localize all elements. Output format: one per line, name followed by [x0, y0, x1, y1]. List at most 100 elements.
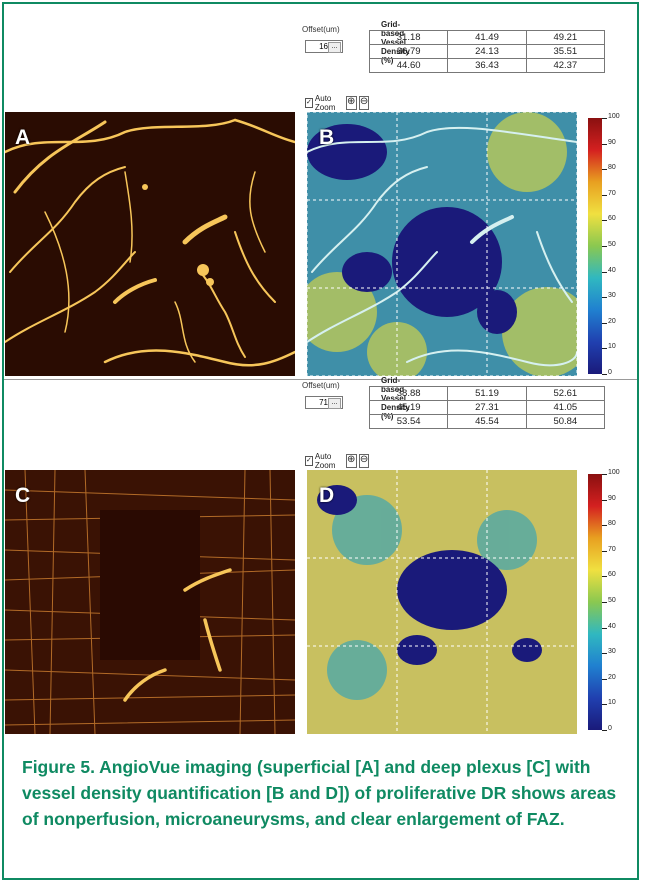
colorbar-tick-mark [602, 525, 607, 527]
density-heatmap [307, 470, 577, 734]
zoom-in-icon[interactable]: ⊕ [345, 454, 357, 468]
colorbar-tick-mark [602, 474, 607, 475]
density-heatmap [307, 112, 577, 376]
zoom-out-icon[interactable]: ⊖ [358, 96, 370, 110]
colorbar-tick-label: 20 [608, 673, 616, 681]
angio-image-superficial: A [5, 112, 295, 376]
density-cell: 45.54 [447, 414, 527, 429]
colorbar-tick-label: 30 [608, 292, 616, 300]
offset-browse-button[interactable]: ... [328, 398, 341, 409]
colorbar-tick-mark [602, 322, 607, 324]
colorbar-tick-mark [602, 730, 607, 731]
colorbar-tick-label: 50 [608, 597, 616, 604]
colorbar-tick-mark [602, 550, 607, 552]
colorbar-tick-label: 100 [608, 113, 620, 120]
colorbar-tick-mark [602, 602, 607, 603]
zoom-out-icon[interactable]: ⊖ [358, 454, 370, 468]
colorbar-tick-label: 40 [608, 622, 616, 630]
density-cell: 52.61 [525, 386, 606, 401]
autozoom-label: Auto Zoom [314, 94, 336, 112]
density-row: 38.88 51.19 52.61 [368, 386, 606, 401]
density-table: 31.18 41.49 49.21 36.79 24.13 35.51 44.60 36.43… [368, 30, 606, 73]
colorbar-tick-mark [602, 653, 607, 655]
colorbar-tick-mark [602, 143, 607, 145]
density-cell: 53.54 [368, 414, 449, 429]
colorbar-tick-mark [602, 348, 607, 350]
colorbar-tick-mark [602, 271, 607, 273]
density-cell: 24.13 [447, 44, 527, 59]
panel-letter-b: B [319, 126, 335, 149]
offset-label: Offset(um) [302, 25, 340, 34]
colorbar-tick-label: 10 [608, 699, 616, 707]
density-map-deep: D [307, 470, 577, 734]
offset-browse-button[interactable]: ... [328, 42, 341, 53]
colorbar-tick-label: 80 [608, 520, 616, 528]
colorbar-tick-label: 60 [608, 215, 616, 223]
density-cell: 31.18 [368, 30, 449, 45]
colorbar-tick-label: 40 [608, 266, 616, 274]
panel-letter-a: A [15, 126, 31, 149]
colorbar-tick-label: 50 [608, 241, 616, 248]
density-map-superficial: B [307, 112, 577, 376]
density-cell: 36.79 [368, 44, 449, 59]
density-cell: 51.19 [447, 386, 527, 401]
colorbar-tick-label: 30 [608, 648, 616, 656]
colorbar-tick-mark [602, 246, 607, 247]
density-cell: 50.84 [525, 414, 606, 429]
density-row: 53.54 45.54 50.84 [368, 414, 606, 429]
colorbar-tick-mark [602, 374, 607, 375]
offset-field[interactable]: 71 ... [305, 396, 343, 409]
density-cell: 38.88 [368, 386, 449, 401]
colorbar-tick-mark [602, 118, 607, 119]
zoom-in-icon[interactable]: ⊕ [345, 96, 357, 110]
colorbar-tick-label: 90 [608, 494, 616, 502]
autozoom-label: Auto Zoom [314, 452, 336, 470]
colorbar-tick-mark [602, 704, 607, 706]
density-cell: 49.21 [525, 30, 606, 45]
colorbar-bottom [588, 474, 602, 730]
panel-letter-c: C [15, 484, 31, 507]
density-row: 36.79 24.13 35.51 [368, 44, 606, 59]
vessel-map [5, 118, 295, 367]
colorbar-tick-label: 80 [608, 164, 616, 172]
offset-value: 71 [319, 398, 328, 407]
colorbar-tick-mark [602, 678, 607, 680]
colorbar-tick-label: 10 [608, 343, 616, 351]
vessel-map [5, 470, 295, 734]
density-cell: 27.31 [447, 400, 527, 415]
colorbar-tick-mark [602, 194, 607, 196]
colorbar-tick-label: 90 [608, 138, 616, 146]
colorbar-tick-mark [602, 627, 607, 629]
colorbar-top [588, 118, 602, 374]
offset-value: 16 [319, 42, 328, 51]
autozoom-checkbox[interactable]: ✓ [305, 456, 313, 466]
density-cell: 41.05 [525, 400, 606, 415]
colorbar-tick-label: 20 [608, 317, 616, 325]
colorbar-tick-mark [602, 576, 607, 578]
section-divider [4, 379, 637, 380]
density-cell: 42.37 [525, 58, 606, 73]
density-cell: 36.43 [447, 58, 527, 73]
colorbar-tick-label: 70 [608, 545, 616, 553]
colorbar-tick-mark [602, 169, 607, 171]
density-cell: 41.49 [447, 30, 527, 45]
offset-label: Offset(um) [302, 381, 340, 390]
colorbar-tick-label: 70 [608, 189, 616, 197]
density-row: 44.60 36.43 42.37 [368, 58, 606, 73]
colorbar-tick-label: 0 [608, 725, 612, 732]
density-row: 31.18 41.49 49.21 [368, 30, 606, 45]
density-table: 38.88 51.19 52.61 45.19 27.31 41.05 53.54 45.54… [368, 386, 606, 429]
figure-caption: Figure 5. AngioVue imaging (superficial … [22, 757, 617, 829]
autozoom-control: ✓ Auto Zoom ⊕ ⊖ [305, 452, 370, 470]
colorbar-tick-mark [602, 220, 607, 222]
colorbar-tick-mark [602, 499, 607, 501]
autozoom-checkbox[interactable]: ✓ [305, 98, 313, 108]
density-cell: 44.60 [368, 58, 449, 73]
colorbar-tick-mark [602, 297, 607, 299]
panel-letter-d: D [319, 484, 335, 507]
autozoom-control: ✓ Auto Zoom ⊕ ⊖ [305, 94, 370, 112]
colorbar-tick-label: 0 [608, 369, 612, 376]
figure-frame: Offset(um) 16 ... Grid-based Vessel Dens… [2, 2, 639, 880]
offset-field[interactable]: 16 ... [305, 40, 343, 53]
angio-image-deep: C [5, 470, 295, 734]
